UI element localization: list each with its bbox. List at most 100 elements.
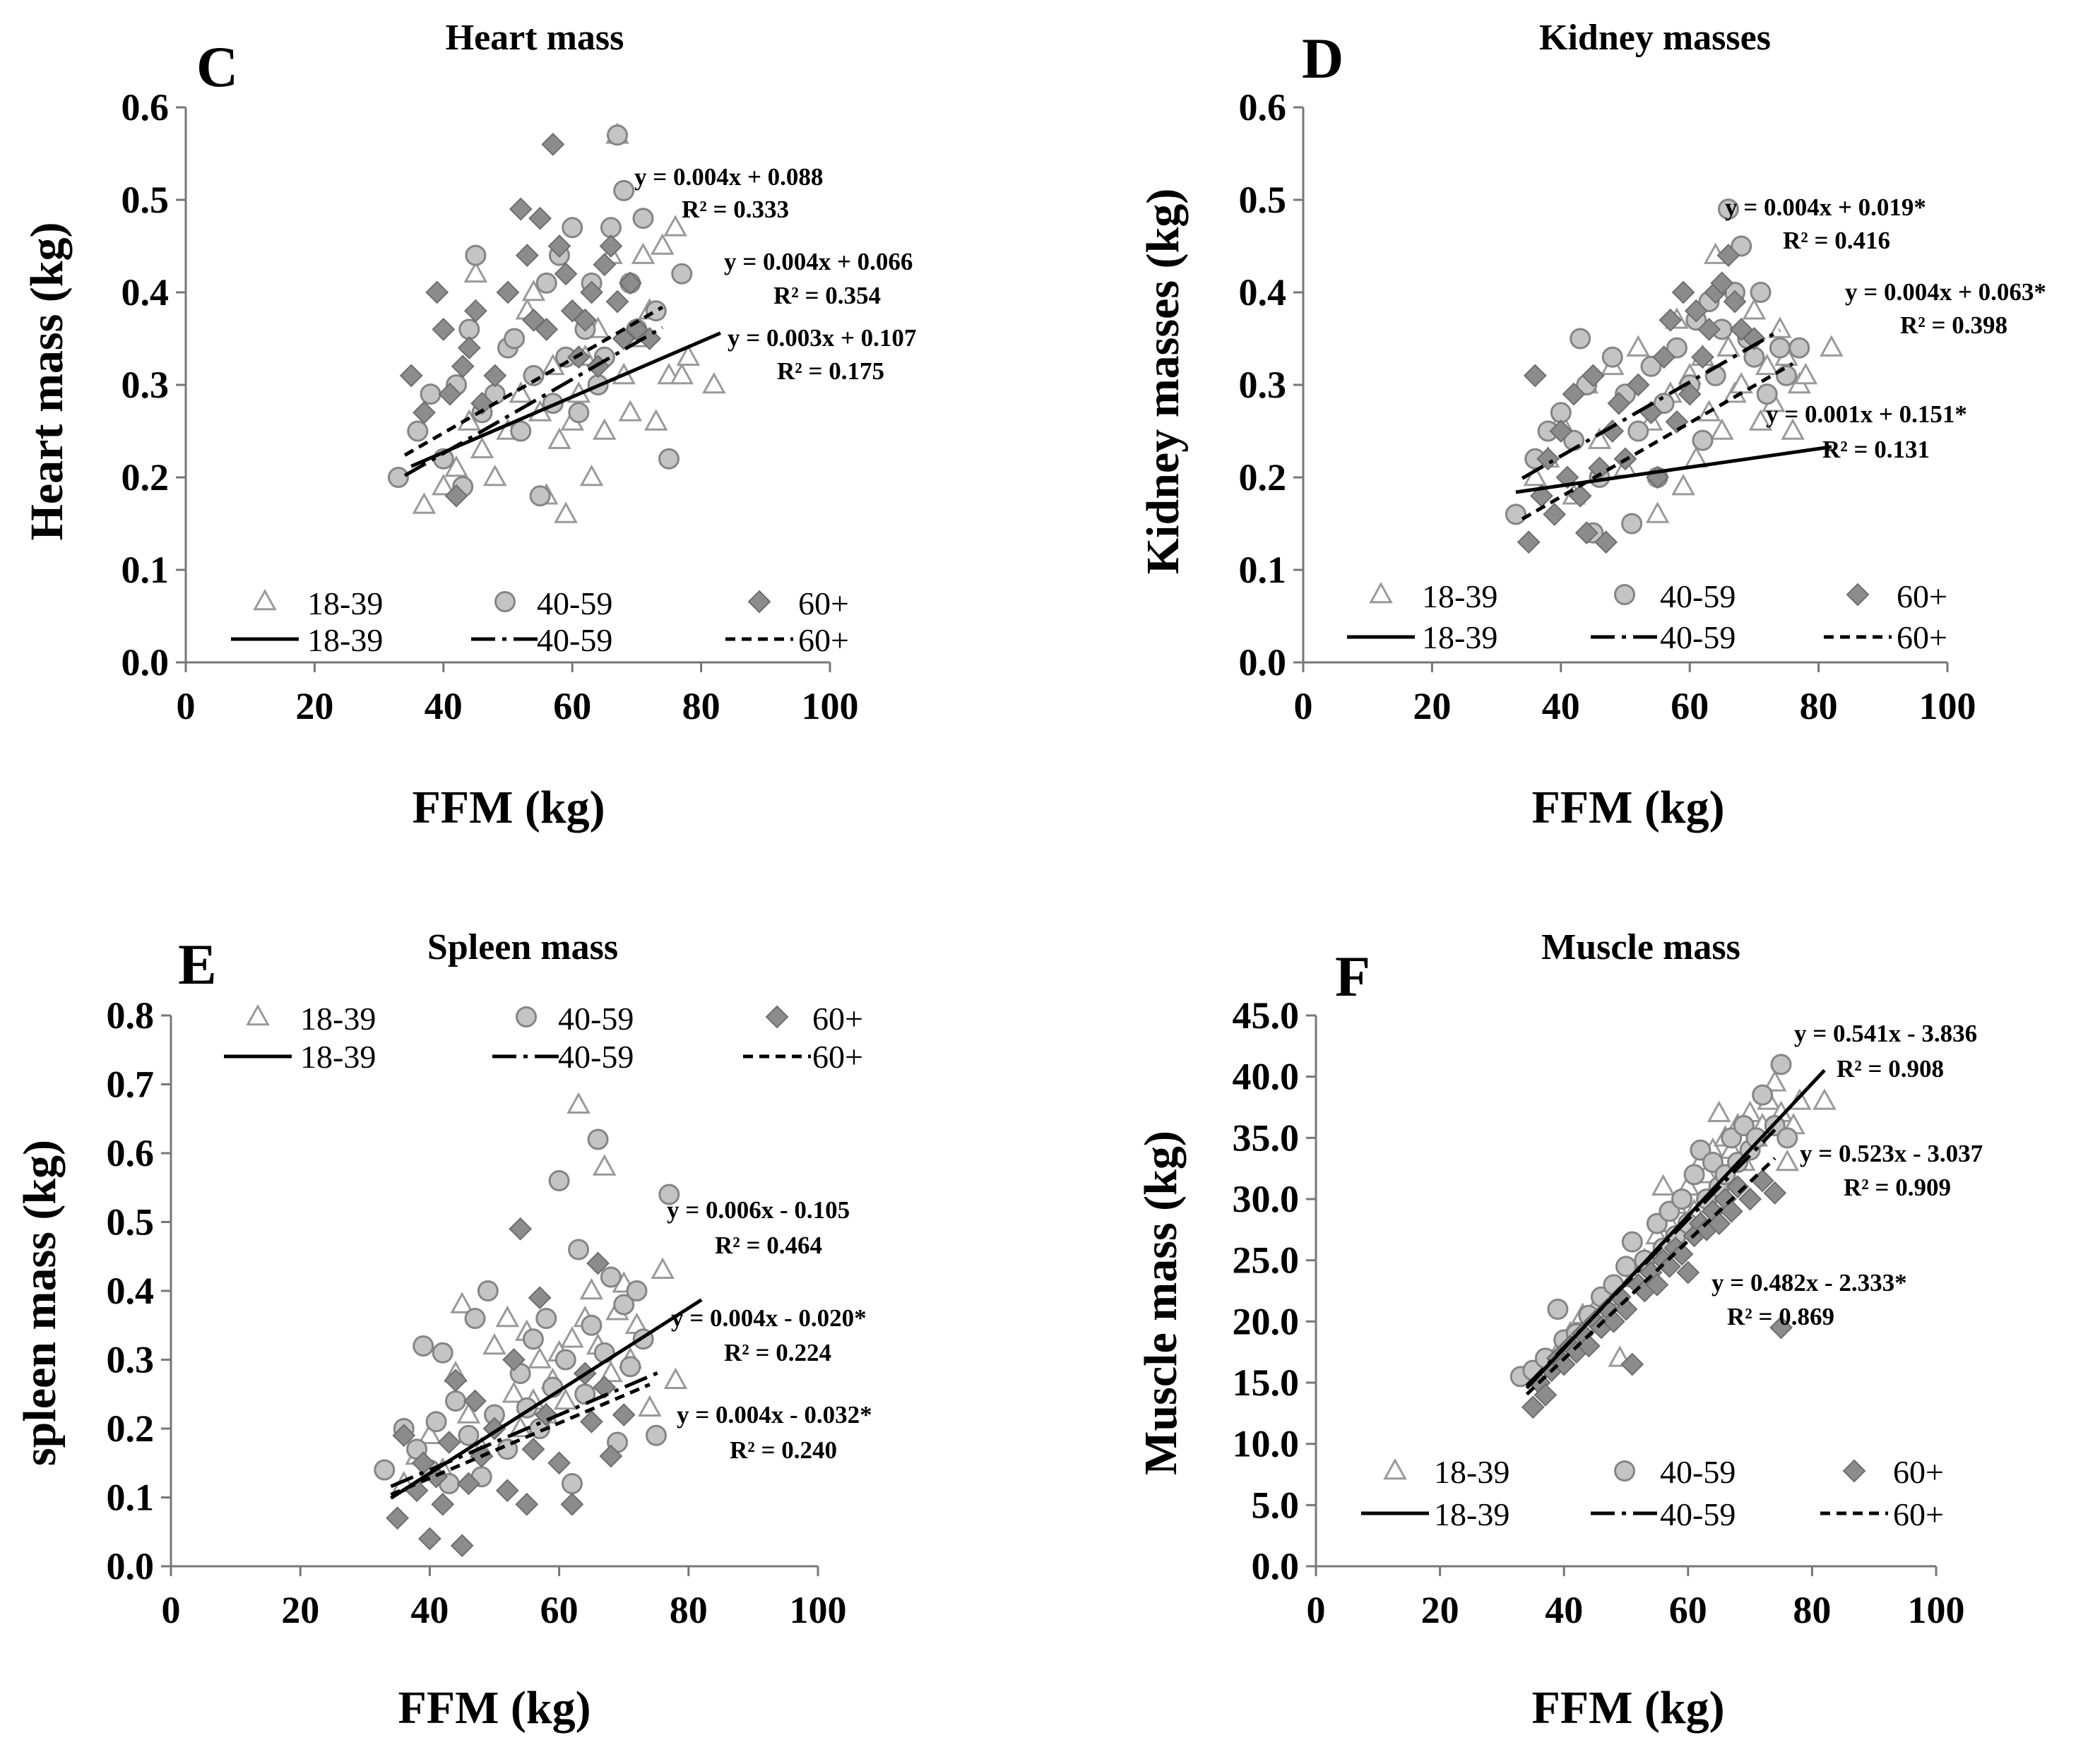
data-point-60plus [1568, 484, 1592, 508]
data-point-60plus [547, 234, 571, 258]
r2-18-39: R² = 0.464 [715, 1232, 822, 1259]
data-point-40-59 [425, 1411, 447, 1433]
data-point-40-59 [581, 1314, 603, 1336]
data-point-40-59 [1770, 1054, 1792, 1075]
y-tick-label: 45.0 [1233, 994, 1300, 1037]
data-point-60plus [560, 1492, 584, 1516]
data-point-18-39 [554, 501, 578, 523]
legend-marker-label-18-39: 18-39 [1434, 1454, 1509, 1490]
y-tick-label: 0.3 [107, 1339, 155, 1381]
data-point-40-59 [1570, 328, 1591, 350]
data-point-40-59 [1659, 1200, 1680, 1222]
data-point-60plus [599, 1444, 623, 1468]
x-tick-label: 40 [1542, 685, 1580, 727]
legend-marker-label-60plus: 60+ [1893, 1454, 1944, 1490]
data-point-40-59 [464, 1308, 486, 1329]
data-point-18-39 [502, 1381, 526, 1403]
data-point-40-59 [1627, 420, 1649, 442]
data-point-40-59 [619, 1356, 641, 1378]
y-tick-label: 0.4 [107, 1270, 155, 1312]
fit-line-60plus [1525, 1157, 1776, 1396]
legend-marker-18-39 [1369, 581, 1393, 604]
data-point-40-59 [658, 1184, 680, 1205]
data-point-60plus [444, 484, 468, 508]
data-point-40-59 [1671, 1188, 1693, 1210]
data-point-60plus [399, 364, 423, 388]
y-tick-label: 0.8 [107, 994, 155, 1037]
data-point-40-59 [613, 179, 635, 201]
data-point-60plus [618, 271, 642, 295]
legend-line-label-40-59: 40-59 [1660, 1496, 1736, 1532]
panel-letter: D [1302, 26, 1343, 90]
data-point-60plus [413, 400, 436, 424]
data-point-60plus [580, 280, 603, 304]
data-point-18-39 [444, 455, 468, 477]
data-point-60plus [534, 1403, 558, 1426]
data-point-18-39 [638, 1395, 662, 1417]
x-tick-label: 40 [425, 685, 463, 727]
fit-line-60plus [390, 1383, 651, 1496]
legend-marker-label-18-39: 18-39 [307, 585, 383, 621]
data-point-18-39 [528, 1347, 552, 1369]
x-axis-label: FFM (kg) [1531, 782, 1724, 833]
data-point-18-39 [651, 1257, 675, 1280]
data-point-18-39 [618, 400, 643, 422]
legend-marker-label-18-39: 18-39 [1422, 578, 1497, 614]
x-tick-label: 20 [281, 1589, 319, 1631]
x-tick-label: 60 [540, 1589, 579, 1631]
data-point-60plus [1671, 280, 1695, 304]
y-tick-label: 0.7 [107, 1063, 155, 1106]
data-point-60plus [1769, 1316, 1793, 1340]
y-tick-label: 0.0 [121, 641, 170, 684]
y-tick-label: 0.1 [121, 549, 170, 591]
y-tick-label: 0.0 [1252, 1545, 1300, 1587]
data-point-40-59 [600, 1266, 622, 1288]
equation-18-39: y = 0.003x + 0.107 [728, 324, 916, 352]
legend-marker-60plus [747, 590, 771, 614]
data-point-60plus [574, 308, 597, 332]
y-tick-label: 0.0 [1239, 641, 1287, 684]
data-point-40-59 [1640, 355, 1662, 377]
fit-equations: y = 0.541x - 3.836 R² = 0.908 y = 0.523x… [1712, 1020, 1983, 1330]
data-point-40-59 [1666, 337, 1687, 359]
data-point-40-59 [1683, 1164, 1705, 1186]
legend-line-label-60plus: 60+ [812, 1039, 863, 1075]
data-point-60plus [1723, 290, 1747, 314]
data-point-60plus [386, 1506, 410, 1530]
data-point-60plus [496, 280, 520, 304]
data-point-60plus [438, 382, 462, 406]
data-point-40-59 [646, 1424, 667, 1446]
r2-60plus: R² = 0.416 [1783, 227, 1890, 254]
x-tick-label: 60 [553, 685, 591, 727]
data-point-18-39 [676, 344, 701, 366]
x-tick-label: 20 [1413, 685, 1451, 727]
data-point-60plus [1716, 244, 1740, 268]
legend-marker-18-39 [246, 1003, 270, 1026]
y-tick-label: 0.6 [1239, 86, 1287, 129]
x-tick-label: 80 [670, 1589, 708, 1631]
equation-40-59: y = 0.523x - 3.037 [1800, 1140, 1983, 1167]
legend-marker-label-60plus: 60+ [812, 1001, 863, 1037]
data-point-18-39 [1793, 362, 1818, 385]
data-point-18-39 [593, 418, 617, 440]
y-tick-label: 5.0 [1252, 1484, 1300, 1526]
data-point-60plus [502, 1348, 526, 1371]
panel-letter: C [196, 35, 238, 99]
fit-line-40-59 [403, 326, 664, 477]
chart-title: Muscle mass [1541, 927, 1740, 967]
data-point-60plus [1659, 308, 1683, 332]
equation-18-39: y = 0.541x - 3.836 [1794, 1020, 1977, 1047]
data-point-60plus [579, 1410, 603, 1434]
data-point-40-59 [465, 244, 487, 266]
data-point-60plus [1670, 1242, 1694, 1266]
x-tick-label: 0 [1307, 1589, 1326, 1631]
r2-40-59: R² = 0.224 [724, 1339, 831, 1366]
data-point-60plus [515, 1492, 539, 1516]
data-point-40-59 [387, 467, 409, 488]
data-point-60plus [1523, 364, 1547, 388]
data-point-40-59 [1621, 513, 1643, 535]
data-point-18-39 [651, 233, 675, 255]
y-tick-label: 0.3 [1239, 364, 1287, 406]
legend-marker-60plus [1846, 583, 1870, 607]
data-point-60plus [1626, 373, 1650, 397]
